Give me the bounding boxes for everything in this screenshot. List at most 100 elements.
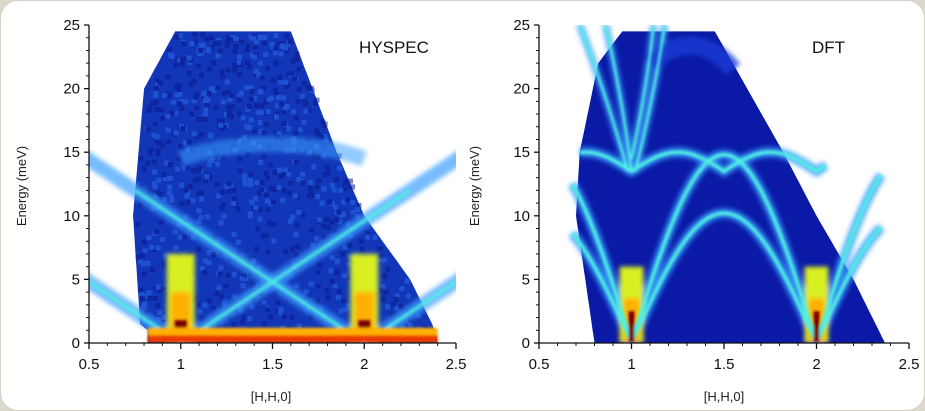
- hyspec-speckle-pixel: [171, 99, 177, 105]
- hyspec-speckle-pixel: [196, 208, 202, 214]
- hyspec-speckle-pixel: [277, 75, 283, 81]
- hyspec-speckle-pixel: [280, 43, 286, 49]
- dft-ytick-label: 5: [522, 271, 530, 288]
- hyspec-speckle-pixel: [262, 35, 268, 41]
- hyspec-speckle-pixel: [289, 314, 295, 320]
- hyspec-optical-band: [178, 136, 367, 167]
- hyspec-speckle-pixel: [240, 283, 246, 289]
- hyspec-speckle-pixel: [225, 272, 231, 278]
- dft-zone-center-peak: [813, 311, 820, 343]
- hyspec-speckle-pixel: [342, 186, 348, 191]
- hyspec-speckle-pixel: [179, 182, 184, 188]
- hyspec-speckle-pixel: [221, 90, 227, 96]
- hyspec-speckle-pixel: [348, 178, 353, 184]
- hyspec-speckle-pixel: [236, 93, 242, 99]
- hyspec-speckle-pixel: [293, 159, 299, 165]
- hyspec-speckle-pixel: [350, 209, 356, 215]
- hyspec-speckle-pixel: [278, 79, 284, 85]
- hyspec-speckle-pixel: [322, 172, 328, 178]
- hyspec-ytick-label: 5: [72, 271, 80, 288]
- hyspec-speckle-pixel: [155, 303, 161, 308]
- hyspec-speckle-pixel: [199, 131, 205, 137]
- hyspec-speckle-pixel: [281, 188, 287, 193]
- hyspec-speckle-pixel: [263, 232, 269, 238]
- hyspec-speckle-pixel: [316, 262, 322, 268]
- hyspec-speckle-pixel: [165, 127, 171, 133]
- hyspec-xtick-label: 2.5: [446, 356, 467, 373]
- hyspec-speckle-pixel: [263, 170, 269, 176]
- hyspec-speckle-pixel: [219, 206, 225, 211]
- hyspec-speckle-pixel: [263, 121, 269, 127]
- hyspec-speckle-pixel: [308, 179, 314, 185]
- hyspec-speckle-pixel: [377, 287, 383, 293]
- hyspec-speckle-pixel: [188, 81, 194, 87]
- hyspec-speckle-pixel: [192, 178, 198, 183]
- hyspec-speckle-pixel: [224, 79, 230, 85]
- hyspec-speckle-pixel: [207, 174, 213, 180]
- dft-branch-cores: [570, 25, 883, 343]
- hyspec-speckle-pixel: [166, 92, 172, 97]
- hyspec-speckle-pixel: [205, 97, 211, 103]
- hyspec-speckle-pixel: [399, 286, 405, 292]
- hyspec-speckle-pixel: [308, 190, 314, 196]
- hyspec-speckle-pixel: [154, 78, 160, 84]
- hyspec-speckle-pixel: [301, 119, 307, 125]
- hyspec-speckle-pixel: [155, 245, 161, 251]
- hyspec-speckle-pixel: [416, 313, 421, 319]
- hyspec-speckle-pixel: [156, 317, 162, 323]
- hyspec-speckle-pixel: [275, 300, 281, 305]
- hyspec-xtick-label: 1.5: [262, 356, 283, 373]
- hyspec-speckle-pixel: [259, 180, 265, 185]
- hyspec-speckle-pixel: [282, 167, 288, 173]
- hyspec-speckle-pixel: [259, 75, 265, 81]
- hyspec-speckle-pixel: [274, 91, 280, 97]
- hyspec-speckle-pixel: [382, 257, 388, 263]
- hyspec-speckle-pixel: [250, 282, 256, 288]
- hyspec-speckle-pixel: [206, 48, 212, 53]
- hyspec-speckle-pixel: [248, 85, 254, 91]
- hyspec-speckle-pixel: [256, 72, 262, 78]
- hyspec-speckle-pixel: [276, 184, 282, 190]
- hyspec-speckle-pixel: [300, 213, 306, 219]
- hyspec-speckle-pixel: [241, 273, 247, 279]
- hyspec-speckle-pixel: [211, 252, 217, 258]
- hyspec-speckle-pixel: [226, 188, 232, 194]
- hyspec-speckle-pixel: [261, 233, 266, 239]
- hyspec-speckle-pixel: [224, 43, 230, 49]
- hyspec-speckle-pixel: [236, 111, 242, 117]
- hyspec-speckle-pixel: [177, 234, 183, 240]
- hyspec-speckle-pixel: [257, 207, 263, 213]
- hyspec-speckle-pixel: [329, 219, 335, 225]
- hyspec-speckle-pixel: [253, 196, 259, 202]
- hyspec-speckle-pixel: [247, 316, 253, 322]
- hyspec-speckle-pixel: [194, 105, 200, 111]
- hyspec-speckle-pixel: [228, 37, 233, 43]
- hyspec-speckle-pixel: [146, 107, 152, 113]
- hyspec-speckle-pixel: [248, 182, 254, 187]
- hyspec-speckle-pixel: [356, 202, 362, 208]
- hyspec-speckle-pixel: [302, 81, 308, 87]
- hyspec-speckle-pixel: [212, 41, 218, 46]
- hyspec-speckle-pixel: [296, 209, 302, 215]
- hyspec-speckle-pixel: [290, 58, 296, 64]
- hyspec-speckle-pixel: [172, 229, 178, 235]
- hyspec-speckle-pixel: [177, 33, 183, 39]
- hyspec-speckle-pixel: [196, 167, 202, 173]
- dft-upper-branch-core: [630, 25, 655, 159]
- hyspec-speckle-pixel: [314, 299, 320, 304]
- hyspec-speckle-pixel: [156, 140, 162, 146]
- hyspec-speckle-pixel: [174, 92, 180, 98]
- hyspec-speckle-pixel: [237, 72, 243, 77]
- dft-panel: 0 5 10 15 20 25 0.5 1 1.5 2 2.5: [513, 17, 919, 373]
- hyspec-speckle-pixel: [303, 101, 309, 106]
- hyspec-speckle-pixel: [138, 287, 144, 293]
- hyspec-speckle-pixel: [157, 80, 163, 86]
- hyspec-speckle-pixel: [290, 214, 296, 220]
- hyspec-speckle-pixel: [336, 289, 342, 295]
- hyspec-speckle-pixel: [376, 256, 382, 262]
- hyspec-speckle-pixel: [263, 52, 269, 57]
- hyspec-speckle-pixel: [149, 267, 155, 272]
- hyspec-speckle-pixel: [300, 93, 305, 99]
- hyspec-speckle-pixel: [202, 116, 208, 122]
- hyspec-ytick-label: 0: [72, 335, 80, 352]
